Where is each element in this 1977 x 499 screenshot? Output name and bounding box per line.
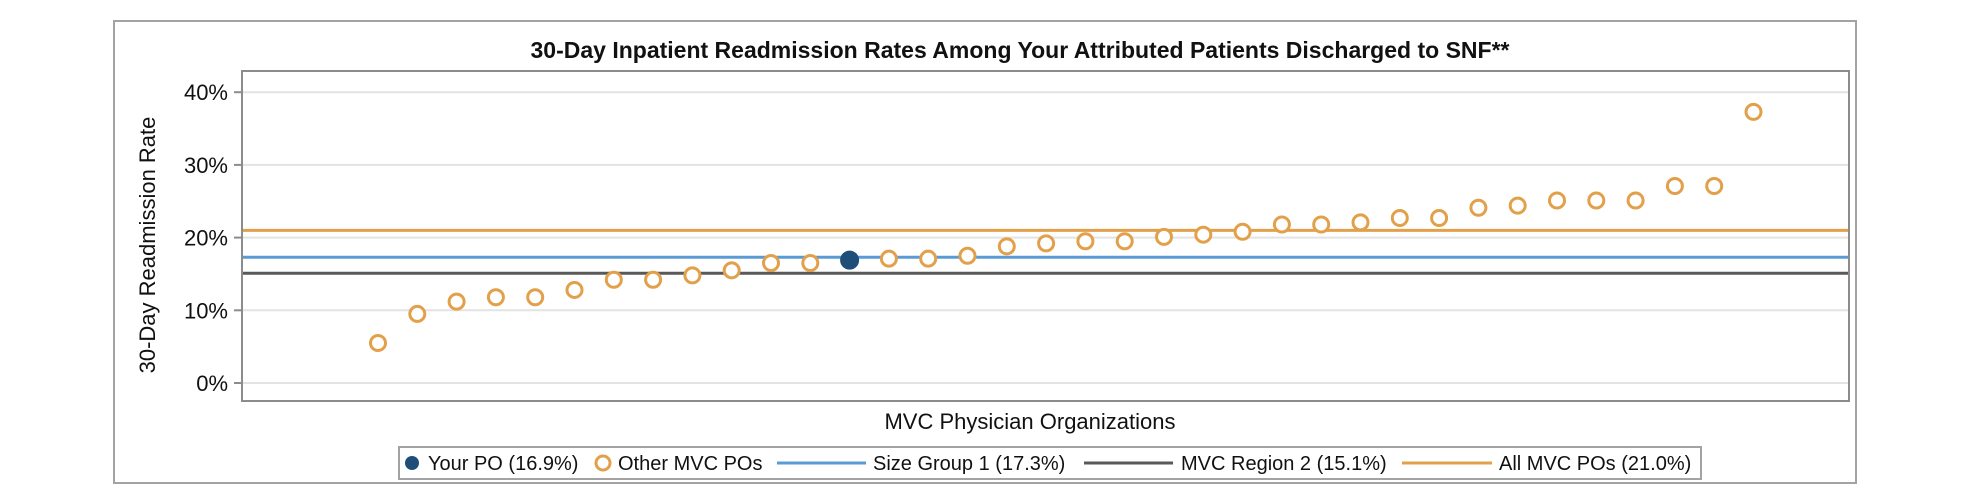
other-po-point (1351, 213, 1370, 232)
other-po-point (1665, 176, 1684, 195)
legend-label: Your PO (16.9%) (428, 453, 578, 475)
data-points (369, 102, 1763, 353)
y-tick-label: 30% (184, 153, 228, 178)
other-po-point (1272, 215, 1291, 234)
other-po-point (369, 334, 387, 353)
other-po-point (1705, 176, 1724, 195)
other-po-point (997, 237, 1016, 256)
other-po-point (1626, 191, 1645, 210)
other-po-point (879, 249, 898, 268)
other-po-point (1076, 232, 1095, 251)
y-tick-label: 10% (184, 298, 228, 323)
other-po-point (1115, 232, 1134, 251)
legend-marker-your-po (405, 456, 419, 470)
chart-frame (113, 20, 1857, 484)
legend-label: MVC Region 2 (15.1%) (1181, 453, 1387, 475)
other-po-point (958, 246, 977, 265)
other-po-point (919, 249, 938, 268)
legend: Your PO (16.9%) Other MVC POs Size Group 1… (398, 446, 1702, 480)
legend-marker-other-pos (594, 454, 612, 472)
y-axis-title: 30-Day Readmission Rate (135, 117, 160, 374)
other-po-point (1390, 208, 1409, 227)
other-po-point (1508, 196, 1527, 215)
other-po-point (1430, 208, 1449, 227)
other-po-point (1587, 191, 1606, 210)
legend-label: All MVC POs (21.0%) (1499, 453, 1691, 475)
other-po-point (801, 254, 820, 273)
other-po-point (1469, 198, 1488, 217)
other-po-point (1548, 191, 1566, 210)
other-po-point (1744, 102, 1763, 121)
other-po-point (1194, 225, 1213, 244)
other-po-point (1233, 222, 1252, 241)
other-po-point (722, 261, 741, 280)
y-tick-label: 0% (196, 371, 228, 396)
reference-lines (242, 228, 1849, 275)
other-po-point (447, 292, 466, 311)
other-po-point (604, 270, 623, 289)
other-po-point (408, 304, 427, 323)
plot-area-border (241, 70, 1850, 402)
chart-title: 30-Day Inpatient Readmission Rates Among… (531, 37, 1510, 63)
y-tick-label: 20% (184, 226, 228, 251)
other-po-point (526, 288, 545, 307)
legend-label: Size Group 1 (17.3%) (873, 453, 1065, 475)
x-axis-title: MVC Physician Organizations (884, 409, 1175, 434)
y-tick-label: 40% (184, 80, 228, 105)
other-po-point (565, 280, 584, 299)
other-po-point (1037, 234, 1056, 253)
other-po-point (683, 266, 702, 285)
legend-label: Other MVC POs (618, 453, 762, 475)
other-po-point (762, 254, 780, 273)
y-tick-labels: 0% 10% 20% 30% 40% (184, 80, 242, 396)
other-po-point (486, 288, 505, 307)
your-po-point (840, 250, 860, 270)
other-po-point (1155, 227, 1173, 246)
other-po-point (644, 270, 663, 289)
other-po-point (1312, 215, 1331, 234)
